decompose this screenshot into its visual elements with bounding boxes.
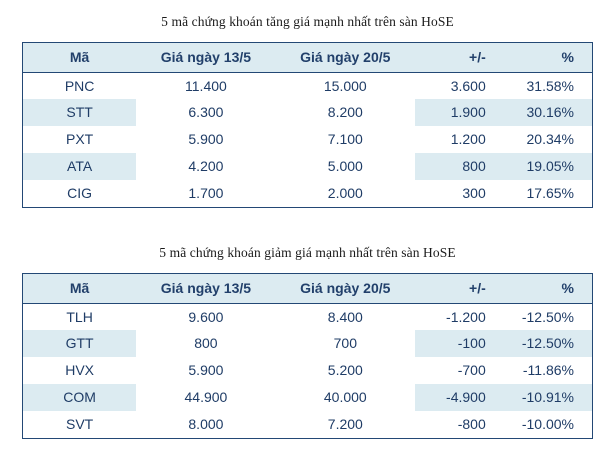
gainers-table-wrap: Mã Giá ngày 13/5 Giá ngày 20/5 +/- % PNC… <box>22 41 593 208</box>
table-row: STT 6.300 8.200 1.900 30.16% <box>23 99 592 127</box>
cell-price2: 700 <box>275 330 415 358</box>
table-header-row: Mã Giá ngày 13/5 Giá ngày 20/5 +/- % <box>23 42 592 73</box>
cell-percent: 17.65% <box>503 179 592 207</box>
cell-percent: 19.05% <box>503 153 592 180</box>
cell-price1: 5.900 <box>136 126 276 154</box>
column-header-percent: % <box>503 273 592 304</box>
cell-price2: 8.400 <box>275 303 415 331</box>
table-header-row: Mã Giá ngày 13/5 Giá ngày 20/5 +/- % <box>23 273 592 304</box>
cell-price2: 15.000 <box>275 72 415 100</box>
cell-ticker: SVT <box>23 410 137 438</box>
cell-price2: 5.200 <box>275 357 415 385</box>
cell-percent: 20.34% <box>503 126 592 154</box>
losers-table-wrap: Mã Giá ngày 13/5 Giá ngày 20/5 +/- % TLH… <box>22 272 593 439</box>
gainers-title: 5 mã chứng khoán tăng giá mạnh nhất trên… <box>161 14 454 29</box>
cell-percent: -12.50% <box>503 330 592 358</box>
column-header-change: +/- <box>415 42 504 73</box>
cell-price2: 2.000 <box>275 179 415 207</box>
cell-percent: -11.86% <box>503 357 592 385</box>
cell-price1: 9.600 <box>136 303 276 331</box>
table-row: SVT 8.000 7.200 -800 -10.00% <box>23 410 592 438</box>
cell-change: 1.200 <box>415 126 504 154</box>
cell-price2: 7.200 <box>275 410 415 438</box>
cell-percent: -12.50% <box>503 303 592 331</box>
cell-change: -1.200 <box>415 303 504 331</box>
table-row: HVX 5.900 5.200 -700 -11.86% <box>23 357 592 385</box>
column-header-price1: Giá ngày 13/5 <box>136 42 276 73</box>
cell-ticker: GTT <box>23 330 137 358</box>
cell-price1: 44.900 <box>136 384 276 411</box>
cell-change: 300 <box>415 179 504 207</box>
cell-ticker: ATA <box>23 153 137 180</box>
cell-price2: 8.200 <box>275 99 415 127</box>
cell-percent: -10.00% <box>503 410 592 438</box>
cell-price1: 5.900 <box>136 357 276 385</box>
cell-price2: 40.000 <box>275 384 415 411</box>
cell-change: 1.900 <box>415 99 504 127</box>
table-row: COM 44.900 40.000 -4.900 -10.91% <box>23 384 592 411</box>
cell-change: -800 <box>415 410 504 438</box>
losers-table: Mã Giá ngày 13/5 Giá ngày 20/5 +/- % TLH… <box>23 273 592 438</box>
cell-price2: 5.000 <box>275 153 415 180</box>
column-header-ma: Mã <box>23 42 137 73</box>
cell-change: -700 <box>415 357 504 385</box>
cell-ticker: COM <box>23 384 137 411</box>
column-header-price2: Giá ngày 20/5 <box>275 273 415 304</box>
losers-title: 5 mã chứng khoán giảm giá mạnh nhất trên… <box>159 245 456 260</box>
cell-price1: 4.200 <box>136 153 276 180</box>
cell-ticker: PXT <box>23 126 137 154</box>
cell-price1: 11.400 <box>136 72 276 100</box>
cell-change: -100 <box>415 330 504 358</box>
cell-ticker: HVX <box>23 357 137 385</box>
cell-percent: 30.16% <box>503 99 592 127</box>
table-row: ATA 4.200 5.000 800 19.05% <box>23 153 592 180</box>
column-header-change: +/- <box>415 273 504 304</box>
cell-percent: 31.58% <box>503 72 592 100</box>
gainers-table: Mã Giá ngày 13/5 Giá ngày 20/5 +/- % PNC… <box>23 42 592 207</box>
cell-change: -4.900 <box>415 384 504 411</box>
column-header-price1: Giá ngày 13/5 <box>136 273 276 304</box>
cell-price1: 6.300 <box>136 99 276 127</box>
cell-price1: 1.700 <box>136 179 276 207</box>
column-header-price2: Giá ngày 20/5 <box>275 42 415 73</box>
cell-change: 3.600 <box>415 72 504 100</box>
cell-price2: 7.100 <box>275 126 415 154</box>
column-header-ma: Mã <box>23 273 137 304</box>
cell-ticker: STT <box>23 99 137 127</box>
table-row: PNC 11.400 15.000 3.600 31.58% <box>23 72 592 100</box>
cell-change: 800 <box>415 153 504 180</box>
cell-percent: -10.91% <box>503 384 592 411</box>
cell-price1: 800 <box>136 330 276 358</box>
column-header-percent: % <box>503 42 592 73</box>
cell-ticker: CIG <box>23 179 137 207</box>
cell-price1: 8.000 <box>136 410 276 438</box>
table-row: GTT 800 700 -100 -12.50% <box>23 330 592 358</box>
cell-ticker: TLH <box>23 303 137 331</box>
table-row: CIG 1.700 2.000 300 17.65% <box>23 179 592 207</box>
table-row: TLH 9.600 8.400 -1.200 -12.50% <box>23 303 592 331</box>
losers-section: 5 mã chứng khoán giảm giá mạnh nhất trên… <box>0 231 615 439</box>
table-row: PXT 5.900 7.100 1.200 20.34% <box>23 126 592 154</box>
gainers-section: 5 mã chứng khoán tăng giá mạnh nhất trên… <box>0 0 615 208</box>
cell-ticker: PNC <box>23 72 137 100</box>
